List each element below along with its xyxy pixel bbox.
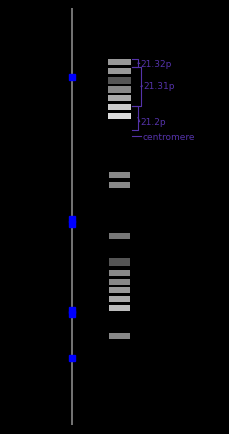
Bar xyxy=(108,87,131,93)
Bar xyxy=(109,333,129,339)
Bar xyxy=(109,173,129,179)
Text: 21.31p: 21.31p xyxy=(142,82,174,91)
Bar xyxy=(109,305,129,311)
Bar xyxy=(108,113,131,119)
Bar xyxy=(109,279,129,285)
Bar xyxy=(109,270,129,276)
Text: 21.32p: 21.32p xyxy=(140,60,171,69)
Bar xyxy=(109,182,129,188)
Bar xyxy=(108,96,131,102)
Bar xyxy=(109,259,129,266)
Bar xyxy=(108,78,131,85)
Bar xyxy=(108,105,131,111)
Bar xyxy=(108,69,131,75)
Bar xyxy=(109,296,129,302)
Bar xyxy=(109,233,129,240)
Text: 21.2p: 21.2p xyxy=(140,118,165,127)
Bar xyxy=(109,288,129,294)
Text: centromere: centromere xyxy=(142,132,194,141)
Bar xyxy=(108,60,131,66)
